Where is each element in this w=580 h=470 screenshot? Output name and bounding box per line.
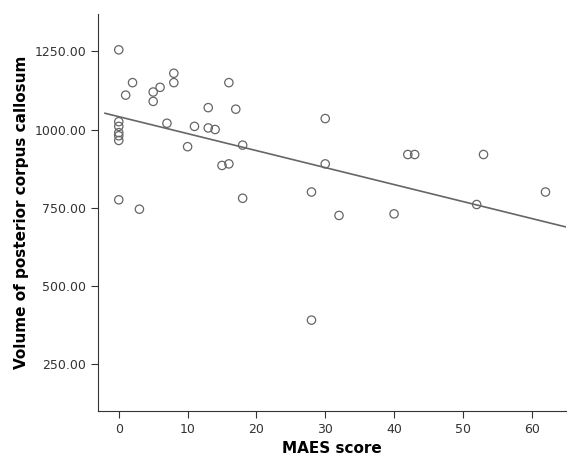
Point (148, 88, 158, 96)
Point (389, 210, 398, 218)
Point (204, 124, 213, 132)
Point (321, 160, 330, 168)
Point (162, 119, 172, 127)
Point (155, 84, 165, 91)
Point (169, 79, 179, 86)
Point (114, 118, 124, 125)
Point (334, 212, 343, 219)
Point (224, 160, 234, 168)
Point (114, 137, 124, 144)
Point (211, 126, 220, 133)
Point (410, 151, 419, 158)
Point (472, 201, 481, 208)
X-axis label: MAES score: MAES score (282, 441, 382, 456)
Point (218, 162, 227, 169)
Point (403, 151, 412, 158)
Point (183, 143, 192, 150)
Point (204, 104, 213, 111)
Point (541, 188, 550, 196)
Point (479, 151, 488, 158)
Point (128, 79, 137, 86)
Point (148, 98, 158, 105)
Point (238, 195, 247, 202)
Point (121, 91, 130, 99)
Point (231, 105, 240, 113)
Point (307, 316, 316, 324)
Point (114, 129, 124, 136)
Point (114, 123, 124, 130)
Point (238, 141, 247, 149)
Point (114, 46, 124, 54)
Point (307, 188, 316, 196)
Y-axis label: Volume of posterior corpus callosum: Volume of posterior corpus callosum (14, 55, 29, 369)
Point (321, 115, 330, 122)
Point (114, 132, 124, 140)
Point (190, 123, 199, 130)
Point (114, 196, 124, 204)
Point (135, 205, 144, 213)
Point (169, 70, 179, 77)
Point (224, 79, 234, 86)
